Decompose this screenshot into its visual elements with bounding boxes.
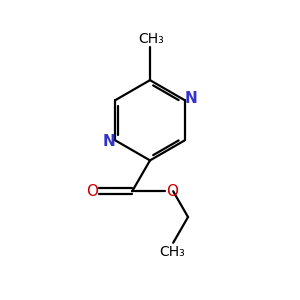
Text: CH₃: CH₃	[159, 245, 184, 259]
Text: N: N	[185, 91, 198, 106]
Text: O: O	[166, 184, 178, 199]
Text: O: O	[86, 184, 98, 199]
Text: CH₃: CH₃	[139, 32, 164, 46]
Text: N: N	[102, 134, 115, 149]
